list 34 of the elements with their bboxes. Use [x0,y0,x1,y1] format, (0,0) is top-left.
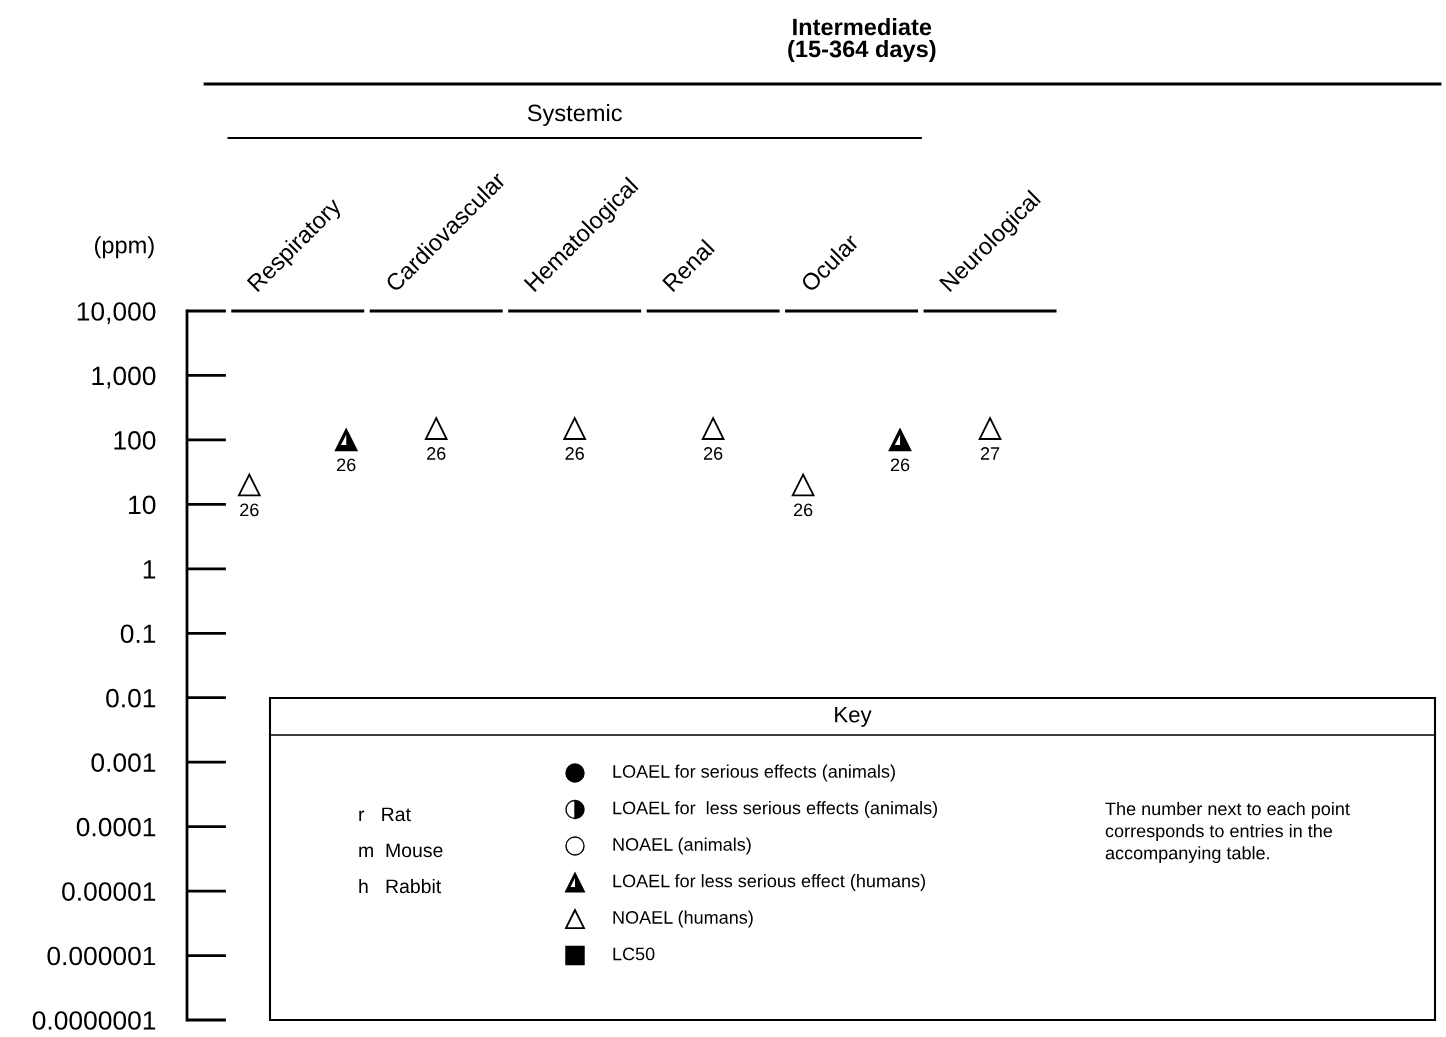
chart-title: Intermediate (15-364 days) [788,17,936,63]
annotation: 26 [565,447,584,460]
y-tick-label: 100 [114,431,156,450]
text: The number next to each point corresponds to entries in the accompanying table. [1105,802,1350,863]
annotation: h Rabbit [359,878,442,894]
annotation: 27 [980,447,1000,460]
annotation: m Mouse [359,843,443,858]
annotation: LOAEL for less serious effects (animals) [613,801,938,818]
chart-subtitle: Systemic [527,104,622,126]
annotation: 26 [793,503,813,517]
annotation: 26 [337,458,356,472]
annotation: 26 [240,503,259,517]
y-tick-label: 0.00001 [62,882,156,901]
y-tick-label: 0.0000001 [32,1011,156,1030]
annotation: LC50 [613,947,655,961]
y-tick-label: 0.001 [91,753,156,772]
legend-title: Key [835,706,872,727]
annotation: NOAEL (animals) [613,837,751,855]
annotation: 26 [890,458,910,472]
y-tick-label: 0.01 [106,688,156,708]
y-tick-label: 1 [143,560,156,579]
y-tick-label: 0.0001 [76,817,156,837]
y-tick-label: 0.1 [120,624,156,644]
y-tick-label: 10,000 [77,302,156,324]
annotation: 26 [427,447,446,460]
y-tick-label: 0.000001 [47,946,156,966]
annotation: r Rat [359,807,411,822]
annotation: LOAEL for serious effects (animals) [613,764,895,782]
y-axis-title: (ppm) [94,236,154,259]
y-tick-label: 1,000 [92,366,156,389]
legend-label: LOAEL for less serious effect (humans) [613,874,925,891]
y-tick-label: 10 [129,495,156,515]
legend-label: NOAEL (humans) [613,910,753,928]
annotation: 26 [703,447,723,460]
